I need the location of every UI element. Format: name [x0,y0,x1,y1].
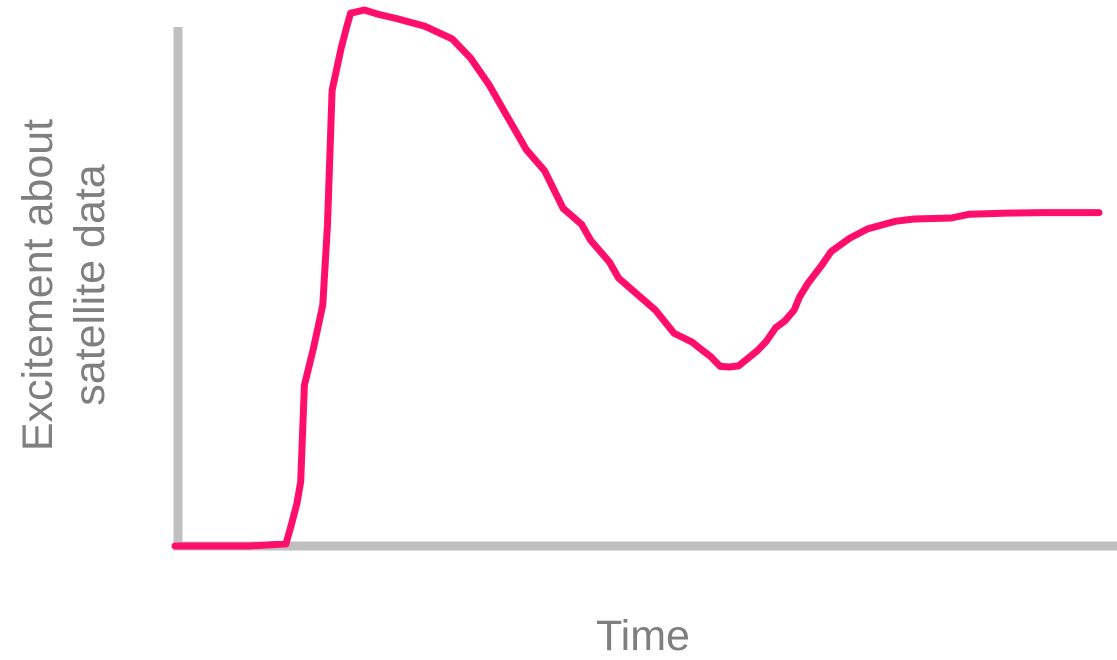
x-axis-label: Time [596,612,690,660]
y-axis-label-line-2: satellite data [66,164,114,406]
series-line [171,6,1103,550]
y-axis-label-line-1: Excitement about [14,119,62,451]
y-axis-label: Excitement about satellite data [14,119,114,451]
